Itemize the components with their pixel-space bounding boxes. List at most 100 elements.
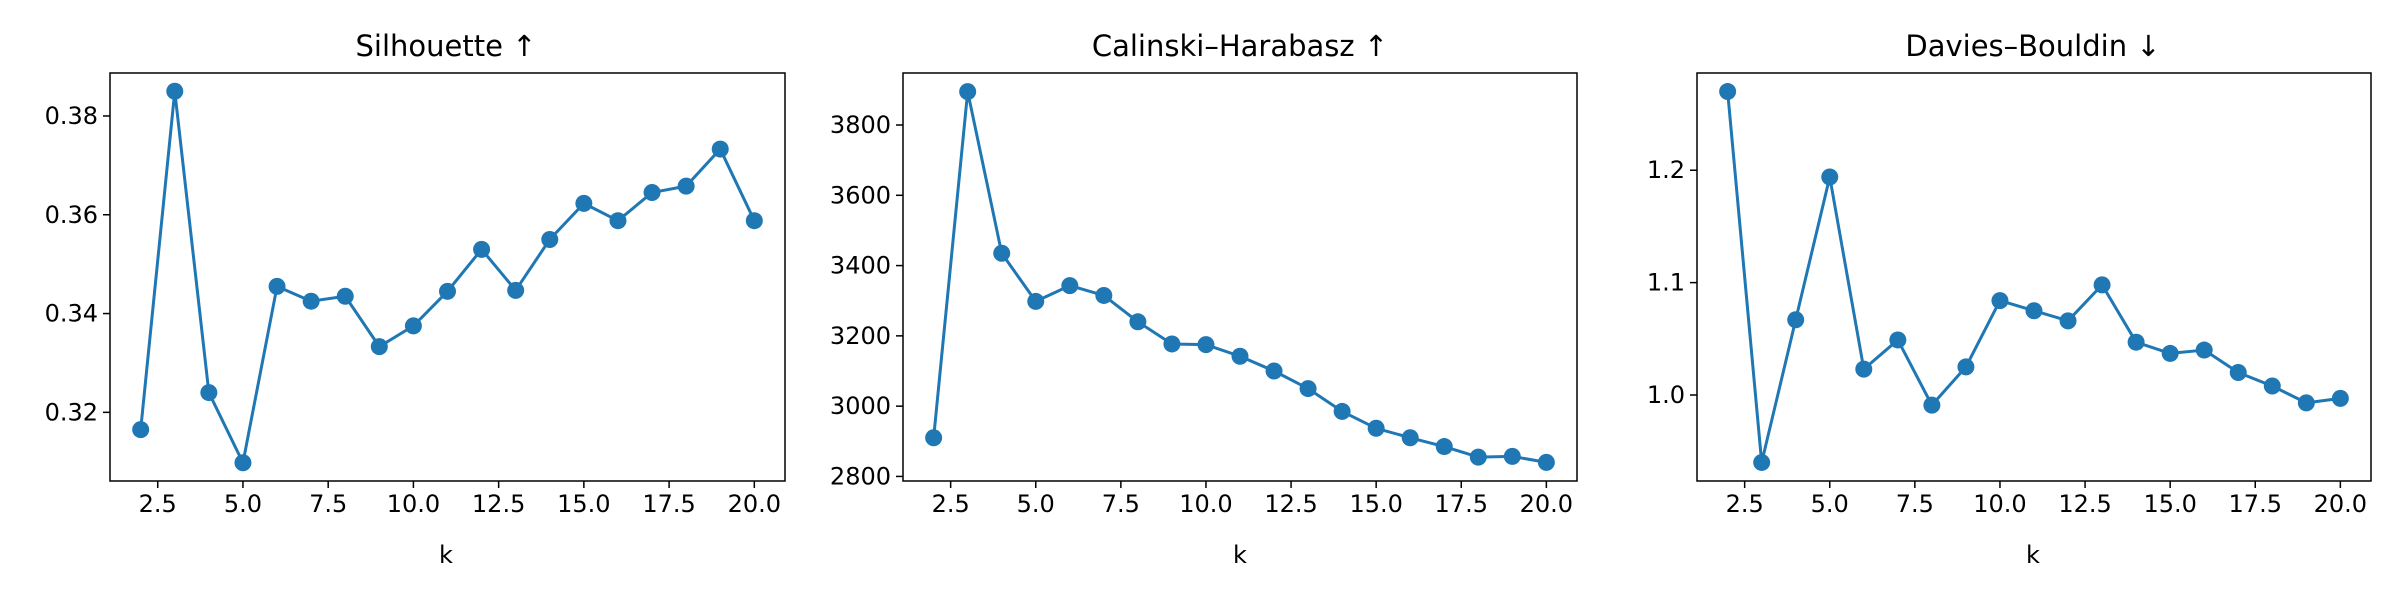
axes-frame	[109, 72, 786, 482]
x-tick-label: 17.5	[642, 490, 695, 518]
y-tick-label: 0.34	[45, 300, 98, 328]
data-point	[2263, 377, 2281, 395]
y-tick-label: 1.1	[1647, 269, 1685, 297]
data-point	[1401, 429, 1419, 447]
data-point	[541, 230, 559, 248]
series-line	[932, 90, 1547, 464]
x-axis-label: k	[2026, 541, 2040, 569]
x-tick-label: 12.5	[2058, 490, 2111, 518]
x-tick-label: 17.5	[2229, 490, 2282, 518]
x-tick-label: 10.0	[1179, 490, 1232, 518]
data-point	[404, 317, 422, 335]
data-point	[1197, 336, 1215, 354]
data-point	[1469, 448, 1487, 466]
y-tick-label: 0.38	[45, 102, 98, 130]
data-point	[609, 212, 627, 230]
data-point	[2195, 341, 2213, 359]
data-point	[1333, 402, 1351, 420]
x-tick-label: 17.5	[1435, 490, 1488, 518]
y-tick-label: 3200	[830, 322, 891, 350]
data-point	[1957, 358, 1975, 376]
x-tick-label: 5.0	[1811, 490, 1849, 518]
series-line	[1726, 91, 2341, 464]
data-point	[473, 240, 491, 258]
data-point	[439, 282, 456, 300]
y-tick-label: 2800	[830, 462, 891, 490]
data-point	[200, 384, 218, 402]
data-point	[1095, 286, 1113, 304]
data-point	[166, 82, 184, 100]
data-point	[745, 212, 763, 230]
x-axis-label: k	[439, 541, 453, 569]
panel-silhouette: Silhouette ↑ k 2.5 5.0 7.5 10.0 12.5 15.0 17.5…	[45, 29, 786, 569]
data-point	[2331, 389, 2349, 407]
y-tick-label: 3400	[830, 252, 891, 280]
data-point	[370, 338, 388, 356]
data-point	[959, 83, 977, 101]
x-tick-label: 20.0	[2314, 490, 2367, 518]
data-point	[1163, 335, 1181, 353]
chart-title: Calinski–Harabasz ↑	[1092, 29, 1388, 63]
chart-title: Silhouette ↑	[356, 29, 537, 63]
data-point	[1231, 347, 1249, 365]
y-tick-label: 1.0	[1647, 381, 1685, 409]
data-point	[1129, 313, 1147, 331]
x-tick-label: 5.0	[1017, 490, 1055, 518]
data-point	[2161, 344, 2179, 362]
y-tick-label: 3600	[830, 181, 891, 209]
data-point	[1537, 453, 1555, 471]
data-point	[2093, 276, 2111, 294]
y-tick-label: 3000	[830, 392, 891, 420]
y-tick-label: 0.36	[45, 201, 98, 229]
y-tick-label: 0.32	[45, 398, 98, 426]
data-point	[643, 184, 661, 202]
x-tick-label: 7.5	[1896, 490, 1934, 518]
data-point	[1435, 438, 1453, 456]
data-point	[507, 281, 525, 299]
y-tick-label: 3800	[830, 111, 891, 139]
x-tick-label: 10.0	[387, 490, 440, 518]
data-point	[1889, 331, 1907, 349]
x-tick-label: 12.5	[472, 490, 525, 518]
data-point	[1923, 396, 1941, 414]
series-line	[139, 89, 756, 465]
panel-davies-bouldin: Davies–Bouldin ↓ k 2.5 5.0 7.5 10.0 12.5 15.0…	[1647, 29, 2372, 569]
axes-frame	[902, 72, 1578, 482]
data-point	[268, 277, 286, 295]
data-point	[993, 244, 1011, 262]
axes-frame	[1696, 72, 2372, 482]
data-point	[1027, 292, 1045, 310]
data-point	[1299, 380, 1317, 398]
x-tick-label: 5.0	[224, 490, 262, 518]
x-tick-label: 20.0	[1520, 490, 1573, 518]
data-point	[2229, 364, 2247, 382]
x-tick-label: 7.5	[309, 490, 347, 518]
data-point	[1503, 447, 1521, 465]
data-point	[1821, 168, 1839, 186]
data-point	[1787, 311, 1805, 329]
data-point	[1991, 292, 2009, 310]
data-point	[2059, 312, 2077, 330]
data-point	[1367, 419, 1385, 437]
x-tick-label: 15.0	[1349, 490, 1402, 518]
data-point	[711, 140, 729, 158]
y-tick-label: 1.2	[1647, 156, 1685, 184]
data-point	[677, 177, 695, 195]
x-tick-label: 15.0	[2143, 490, 2196, 518]
data-point	[1061, 277, 1079, 295]
data-point	[1753, 453, 1771, 471]
data-point	[2025, 302, 2043, 320]
data-point	[925, 429, 943, 447]
data-point	[1719, 83, 1737, 101]
panel-calinski-harabasz: Calinski–Harabasz ↑ k 2.5 5.0 7.5 10.0 12.5 1…	[830, 29, 1578, 569]
x-tick-label: 20.0	[728, 490, 781, 518]
x-tick-label: 7.5	[1102, 490, 1140, 518]
data-point	[302, 292, 320, 310]
x-tick-label: 10.0	[1973, 490, 2026, 518]
data-point	[336, 287, 354, 305]
data-point	[132, 421, 150, 439]
data-point	[2127, 333, 2145, 351]
x-tick-label: 2.5	[1726, 490, 1764, 518]
data-point	[1265, 362, 1283, 380]
